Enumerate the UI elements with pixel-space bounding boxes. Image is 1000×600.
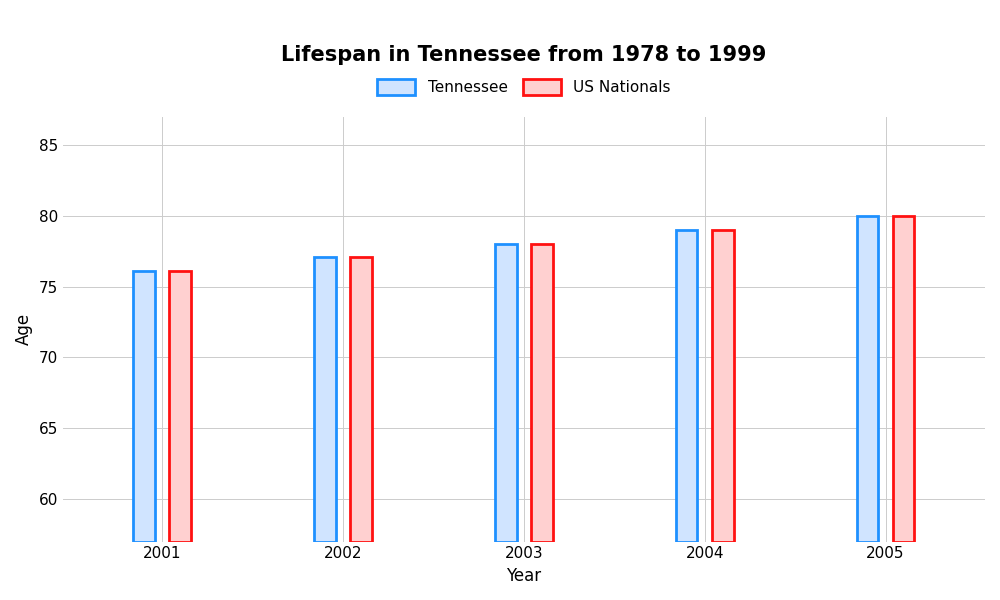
Bar [857,216,878,542]
Title: Lifespan in Tennessee from 1978 to 1999: Lifespan in Tennessee from 1978 to 1999 [281,45,767,65]
Bar [133,271,155,542]
Bar [495,244,517,542]
Bar [314,257,336,542]
Bar [531,244,553,542]
Bar [169,271,191,542]
X-axis label: Year: Year [506,567,541,585]
Legend: Tennessee, US Nationals: Tennessee, US Nationals [371,73,677,101]
Bar [676,230,697,542]
Y-axis label: Age: Age [15,313,33,345]
Bar [712,230,734,542]
Bar [893,216,914,542]
Bar [350,257,372,542]
